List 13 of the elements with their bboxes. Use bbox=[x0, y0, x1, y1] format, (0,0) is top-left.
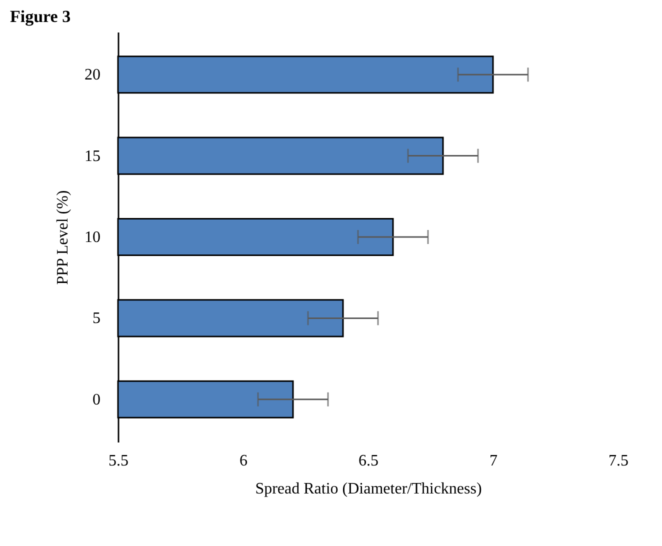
y-tick-label: 20 bbox=[84, 66, 100, 84]
x-tick-label: 7.5 bbox=[608, 452, 628, 470]
x-axis-title: Spread Ratio (Diameter/Thickness) bbox=[255, 480, 482, 498]
y-tick-label: 0 bbox=[92, 391, 100, 408]
x-tick-label: 5.5 bbox=[108, 452, 128, 470]
x-tick-label: 6.5 bbox=[358, 452, 378, 470]
x-tick-label: 6 bbox=[240, 452, 248, 470]
chart-title: Figure 3 bbox=[10, 7, 71, 26]
y-tick-label: 15 bbox=[84, 148, 100, 165]
y-axis-title: PPP Level (%) bbox=[54, 190, 72, 285]
y-tick-label: 5 bbox=[92, 310, 100, 328]
y-tick-label: 10 bbox=[84, 229, 100, 246]
x-tick-label: 7 bbox=[490, 452, 498, 470]
